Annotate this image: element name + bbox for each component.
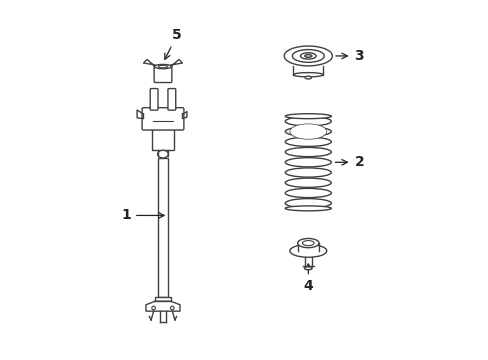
FancyBboxPatch shape [154,66,171,82]
Ellipse shape [302,240,313,246]
FancyBboxPatch shape [155,297,170,301]
Ellipse shape [293,73,323,77]
Polygon shape [145,301,180,311]
Ellipse shape [319,248,325,252]
Ellipse shape [297,238,318,248]
Polygon shape [137,110,143,119]
FancyBboxPatch shape [150,89,158,110]
Ellipse shape [289,244,326,257]
Ellipse shape [157,150,168,158]
Ellipse shape [152,306,155,310]
FancyBboxPatch shape [151,129,174,150]
Ellipse shape [289,124,326,139]
Ellipse shape [285,114,331,119]
Ellipse shape [304,267,311,270]
Text: 3: 3 [335,49,363,63]
Ellipse shape [285,206,331,211]
Text: 2: 2 [334,155,364,169]
FancyBboxPatch shape [167,89,175,110]
Ellipse shape [289,248,296,252]
Text: 1: 1 [121,208,164,222]
Ellipse shape [305,76,311,79]
Ellipse shape [305,246,311,249]
Ellipse shape [170,306,174,310]
Ellipse shape [295,252,302,255]
Ellipse shape [292,50,324,62]
Polygon shape [143,59,155,67]
Ellipse shape [300,53,315,59]
Ellipse shape [284,46,332,66]
Ellipse shape [158,65,167,68]
Text: 5: 5 [164,28,182,59]
Ellipse shape [154,64,171,69]
Polygon shape [182,112,186,119]
Ellipse shape [314,252,320,255]
Ellipse shape [304,54,311,57]
FancyBboxPatch shape [158,158,167,297]
Polygon shape [170,59,182,67]
FancyBboxPatch shape [142,108,183,130]
Text: 4: 4 [303,264,312,293]
